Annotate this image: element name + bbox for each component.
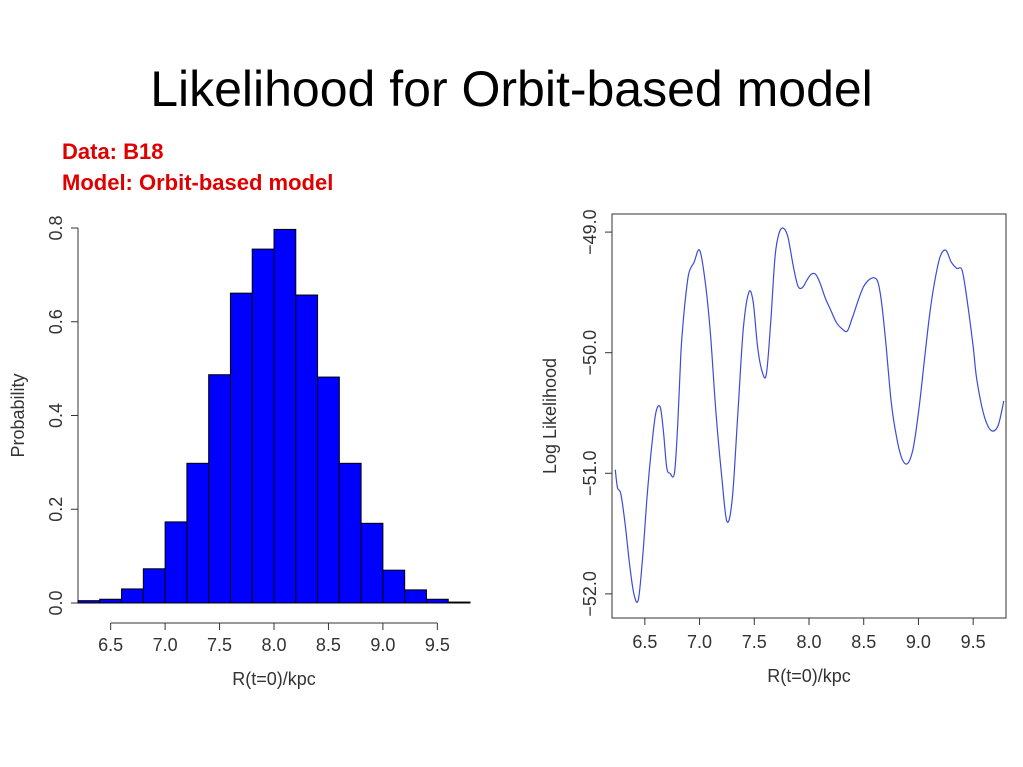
histogram-bar: [121, 588, 144, 604]
y-axis-label: Probability: [8, 373, 28, 457]
slide-title: Likelihood for Orbit-based model: [150, 61, 873, 117]
x-tick-label: 9.0: [906, 632, 931, 652]
histogram-chart: 0.0 0.2 0.4 0.6 0.8 Probability 6.5 7.0 7.5 8.0 8.…: [8, 215, 471, 689]
x-tick-label: 9.5: [425, 635, 450, 655]
histogram-bar: [142, 568, 166, 604]
x-axis-label: R(t=0)/kpc: [232, 669, 316, 689]
x-tick-label: 6.5: [98, 635, 123, 655]
log-likelihood-chart: −52.0 −51.0 −50.0 −49.0 Log Likelihood 6.5 7.0…: [540, 209, 1007, 686]
histogram-bar: [229, 292, 253, 604]
histogram-bar: [164, 521, 188, 604]
histogram-bar: [404, 589, 427, 604]
x-tick-label: 7.5: [207, 635, 232, 655]
histogram-bar: [317, 376, 340, 604]
caption-model-label: Model: Orbit-based model: [62, 170, 334, 195]
histogram-bar: [338, 462, 362, 604]
log-likelihood-line: [614, 227, 1005, 603]
histogram-bar: [425, 598, 449, 604]
x-tick-label: 8.0: [796, 632, 821, 652]
x-axis-label: R(t=0)/kpc: [767, 666, 851, 686]
y-tick-label: −51.0: [580, 451, 600, 497]
x-tick-label: 8.5: [316, 635, 341, 655]
x-tick-label: 9.5: [961, 632, 986, 652]
y-tick-label: 0.2: [46, 497, 66, 522]
x-tick-label: 7.5: [742, 632, 767, 652]
histogram-bar: [251, 248, 275, 604]
plot-frame: [611, 213, 1007, 619]
histogram-bar: [382, 569, 406, 604]
x-tick-label: 9.0: [370, 635, 395, 655]
y-tick-label: 0.6: [46, 309, 66, 334]
histogram-bar: [360, 522, 384, 604]
histogram-bar: [99, 598, 123, 604]
y-axis-label: Log Likelihood: [540, 358, 560, 474]
y-tick-label: −49.0: [580, 209, 600, 255]
histogram-bar: [186, 462, 210, 604]
x-tick-label: 8.0: [261, 635, 286, 655]
histogram-bar: [273, 228, 297, 604]
y-tick-label: −52.0: [580, 571, 600, 617]
x-tick-label: 7.0: [687, 632, 712, 652]
y-tick-label: 0.4: [46, 403, 66, 428]
y-tick-label: −50.0: [580, 330, 600, 376]
x-tick-label: 8.5: [851, 632, 876, 652]
histogram-bar: [295, 294, 319, 604]
x-tick-label: 7.0: [153, 635, 178, 655]
y-tick-label: 0.8: [46, 215, 66, 240]
y-tick-label: 0.0: [46, 590, 66, 615]
histogram-bar: [208, 374, 231, 604]
x-tick-label: 6.5: [632, 632, 657, 652]
caption-data-label: Data: B18: [62, 139, 164, 164]
